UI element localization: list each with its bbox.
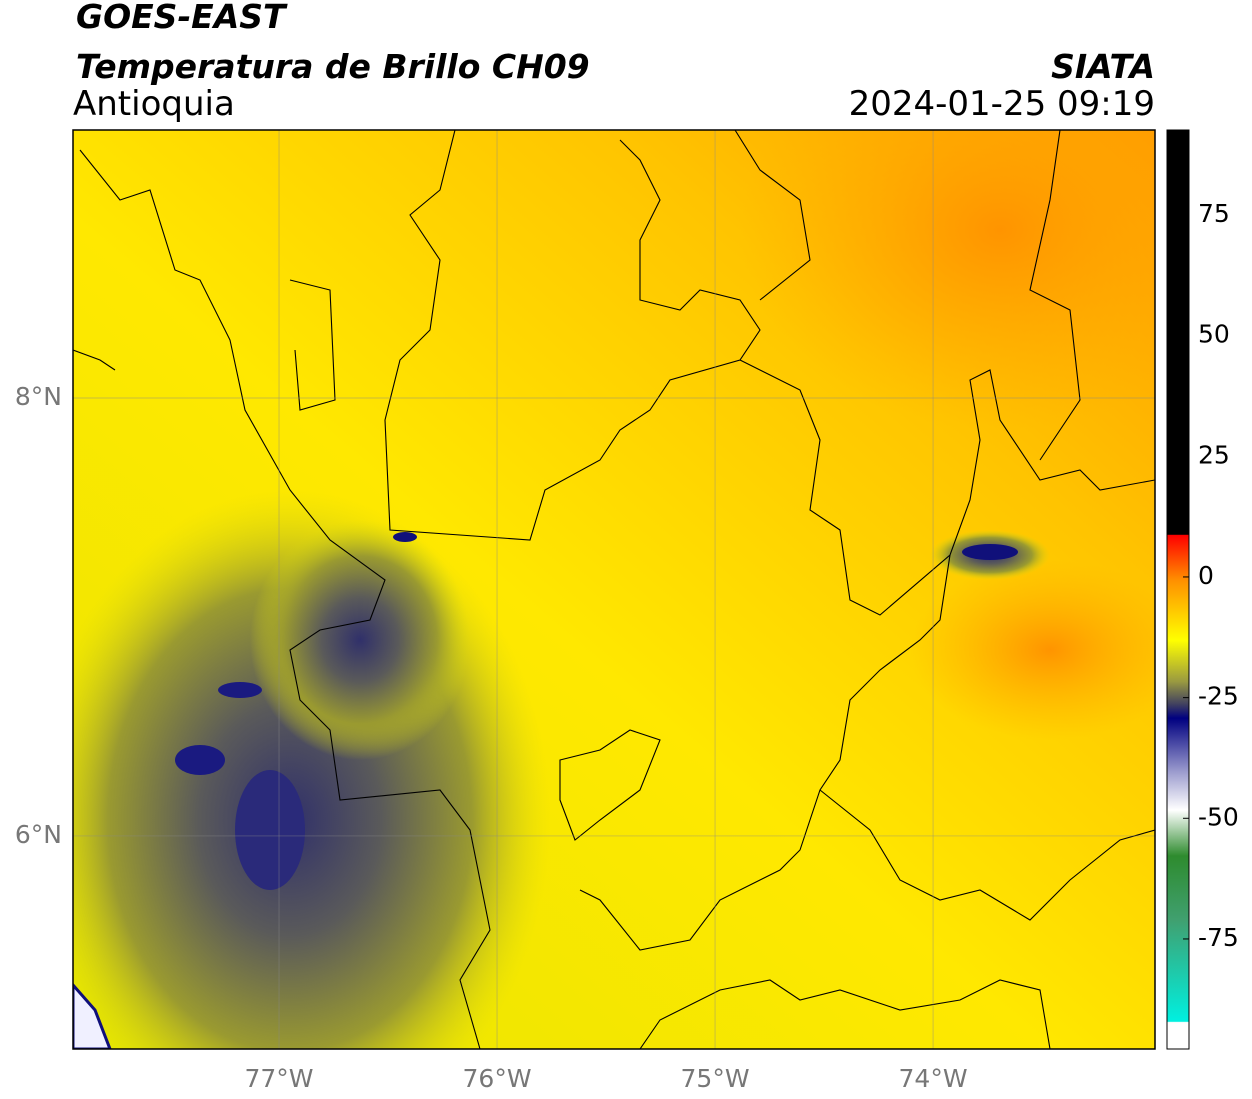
region: Antioquia: [73, 84, 235, 124]
colorbar-tick-label: 50: [1198, 320, 1230, 349]
colorbar-tick-label: -50: [1198, 802, 1239, 831]
title: GOES-EAST: [76, 0, 288, 36]
lon-tick-label: 75°W: [681, 1064, 750, 1093]
colorbar-tick-label: -75: [1198, 923, 1239, 952]
lat-tick-label: 6°N: [15, 820, 62, 849]
colorbar: [1166, 129, 1190, 1050]
subtitle: Temperatura de Brillo CH09: [76, 47, 590, 86]
lat-tick-label: 8°N: [15, 382, 62, 411]
map-image: [73, 130, 1155, 1049]
colorbar-tick-label: 75: [1198, 199, 1230, 228]
source: SIATA: [1051, 47, 1155, 86]
lon-tick-label: 77°W: [245, 1064, 314, 1093]
colorbar-tick-label: -25: [1198, 682, 1239, 711]
colorbar-tick-label: 25: [1198, 440, 1230, 469]
map-frame: [72, 129, 1156, 1050]
lon-tick-label: 74°W: [899, 1064, 968, 1093]
colorbar-tick-label: 0: [1198, 561, 1214, 590]
lon-tick-label: 76°W: [463, 1064, 532, 1093]
timestamp: 2024-01-25 09:19: [849, 84, 1155, 124]
